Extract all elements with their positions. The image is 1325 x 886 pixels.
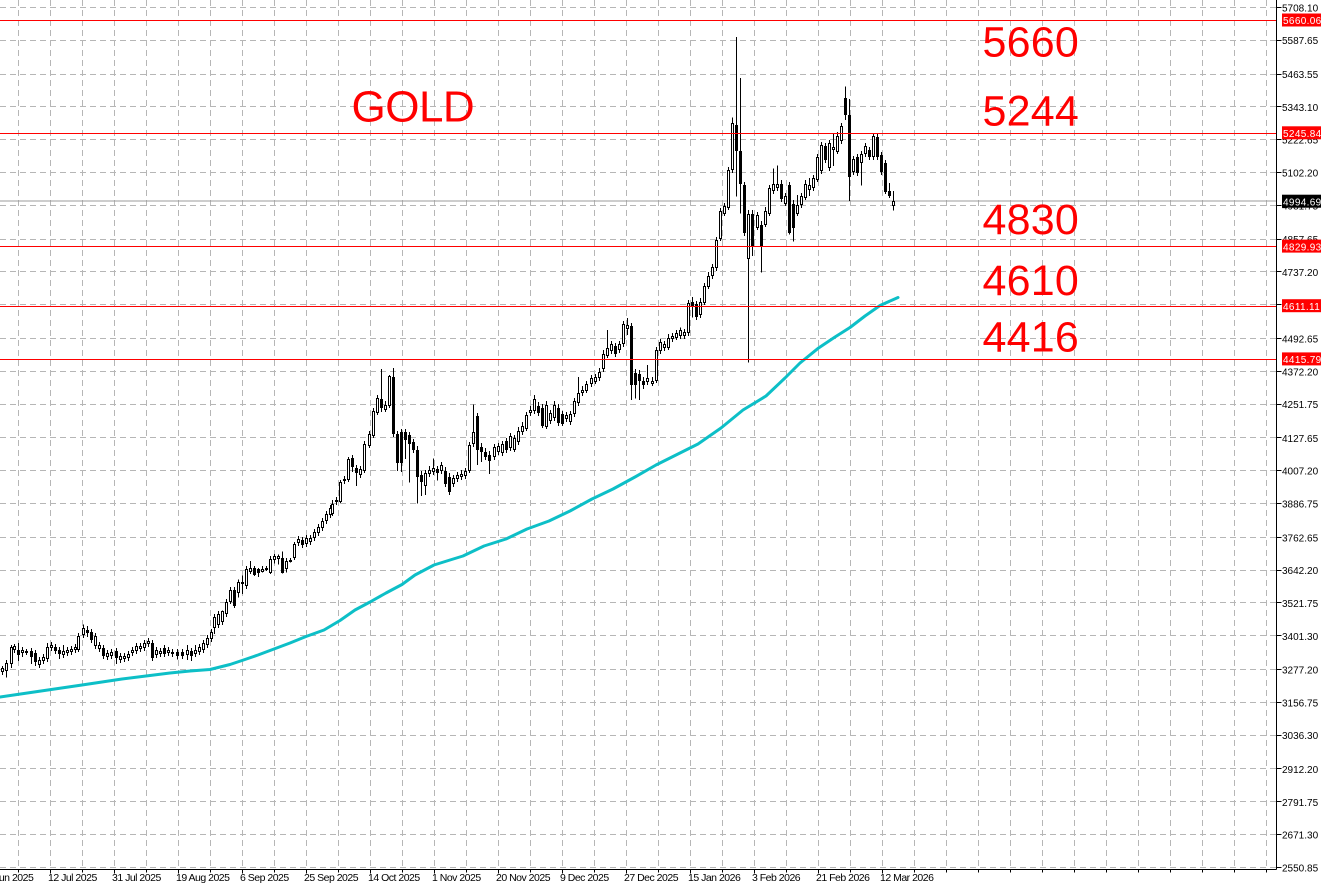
svg-text:4829.93: 4829.93 xyxy=(1283,242,1322,253)
svg-text:4492.65: 4492.65 xyxy=(1282,335,1319,346)
svg-text:4830: 4830 xyxy=(983,196,1079,244)
svg-text:12 Jul 2025: 12 Jul 2025 xyxy=(48,872,97,884)
svg-text:19 Aug 2025: 19 Aug 2025 xyxy=(176,872,230,884)
svg-text:3036.30: 3036.30 xyxy=(1282,731,1319,742)
svg-text:14 Oct 2025: 14 Oct 2025 xyxy=(368,872,420,884)
svg-text:1 Nov 2025: 1 Nov 2025 xyxy=(432,872,481,884)
svg-text:4372.20: 4372.20 xyxy=(1282,367,1319,378)
svg-text:4251.75: 4251.75 xyxy=(1282,400,1319,411)
svg-text:3642.20: 3642.20 xyxy=(1282,566,1319,577)
svg-text:9 Dec 2025: 9 Dec 2025 xyxy=(560,872,609,884)
svg-text:5222.65: 5222.65 xyxy=(1282,136,1319,147)
svg-text:4994.69: 4994.69 xyxy=(1283,197,1322,208)
svg-text:5102.20: 5102.20 xyxy=(1282,168,1319,179)
svg-text:5587.65: 5587.65 xyxy=(1282,36,1319,47)
svg-text:15 Jan 2026: 15 Jan 2026 xyxy=(688,872,741,884)
svg-text:4611.11: 4611.11 xyxy=(1283,302,1320,313)
svg-text:3156.75: 3156.75 xyxy=(1282,698,1319,709)
svg-text:3762.65: 3762.65 xyxy=(1282,533,1319,544)
svg-text:2550.85: 2550.85 xyxy=(1282,863,1319,874)
svg-text:12 Mar 2026: 12 Mar 2026 xyxy=(880,872,934,884)
svg-text:25 Sep 2025: 25 Sep 2025 xyxy=(304,872,359,884)
svg-text:4415.79: 4415.79 xyxy=(1283,355,1322,366)
svg-text:GOLD: GOLD xyxy=(352,83,475,132)
svg-text:2791.75: 2791.75 xyxy=(1282,798,1319,809)
svg-text:31 Jul 2025: 31 Jul 2025 xyxy=(112,872,161,884)
svg-text:4007.20: 4007.20 xyxy=(1282,467,1319,478)
svg-text:3 Feb 2026: 3 Feb 2026 xyxy=(752,872,801,884)
svg-text:4127.65: 4127.65 xyxy=(1282,434,1319,445)
svg-text:5245.84: 5245.84 xyxy=(1283,129,1322,140)
svg-text:21 Feb 2026: 21 Feb 2026 xyxy=(816,872,870,884)
svg-text:5343.10: 5343.10 xyxy=(1282,103,1319,114)
svg-text:2671.30: 2671.30 xyxy=(1282,831,1319,842)
svg-text:4416: 4416 xyxy=(983,313,1079,361)
svg-text:5660: 5660 xyxy=(983,19,1079,67)
svg-text:5708.10: 5708.10 xyxy=(1282,3,1319,14)
svg-text:3277.20: 3277.20 xyxy=(1282,666,1319,677)
svg-text:20 Nov 2025: 20 Nov 2025 xyxy=(496,872,551,884)
svg-text:3886.75: 3886.75 xyxy=(1282,500,1319,511)
svg-text:5660.06: 5660.06 xyxy=(1283,16,1322,27)
svg-text:4610: 4610 xyxy=(983,257,1079,305)
svg-text:2912.20: 2912.20 xyxy=(1282,765,1319,776)
svg-text:6 Sep 2025: 6 Sep 2025 xyxy=(240,872,289,884)
svg-text:27 Dec 2025: 27 Dec 2025 xyxy=(624,872,679,884)
svg-text:5244: 5244 xyxy=(983,88,1079,136)
svg-text:5463.55: 5463.55 xyxy=(1282,70,1319,81)
svg-text:23 Jun 2025: 23 Jun 2025 xyxy=(0,872,34,884)
svg-text:3401.30: 3401.30 xyxy=(1282,632,1319,643)
svg-text:3521.75: 3521.75 xyxy=(1282,599,1319,610)
svg-text:4737.20: 4737.20 xyxy=(1282,268,1319,279)
